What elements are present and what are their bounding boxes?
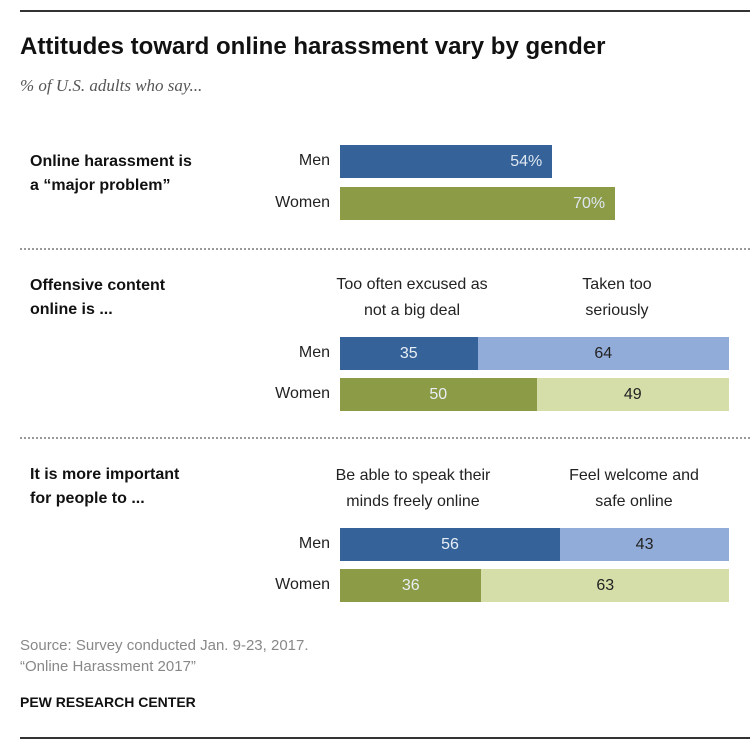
category-label: Women <box>275 194 330 211</box>
question-label: Online harassment is a “major problem” <box>30 153 192 194</box>
bar-segment: 64 <box>477 337 730 370</box>
category-label: Women <box>275 576 330 593</box>
series-header: Taken too seriously <box>582 276 652 319</box>
bar-segment: 63 <box>481 569 730 602</box>
bar-segment: 36 <box>340 569 482 602</box>
question-label: Offensive content online is ... <box>30 277 166 318</box>
series-header: Feel welcome and safe online <box>569 467 699 510</box>
series-header: Be able to speak their minds freely onlin… <box>335 467 491 510</box>
chart-title: Attitudes toward online harassment vary … <box>20 33 606 60</box>
bar-segment: 56 <box>340 528 561 561</box>
report-name: “Online Harassment 2017” <box>20 658 196 675</box>
bar-segment: 49 <box>536 378 730 411</box>
category-label: Women <box>275 385 330 402</box>
org-logo-text: PEW RESEARCH CENTER <box>20 694 196 710</box>
category-label: Men <box>298 152 330 169</box>
bar-segment: 35 <box>340 337 478 370</box>
bar-segment: 50 <box>340 378 537 411</box>
bar-segment: 43 <box>560 528 730 561</box>
series-header: Too often excused as not a big deal <box>336 276 488 319</box>
question-label: It is more important for people to ... <box>30 466 180 507</box>
bottom-rule <box>20 737 750 739</box>
divider <box>20 437 750 439</box>
chart-subtitle: % of U.S. adults who say... <box>20 76 203 95</box>
divider <box>20 248 750 250</box>
category-label: Men <box>298 344 330 361</box>
category-label: Men <box>298 535 330 552</box>
bar: 70% <box>340 187 616 220</box>
source-note: Source: Survey conducted Jan. 9-23, 2017… <box>20 637 309 654</box>
top-rule <box>20 10 750 12</box>
bar: 54% <box>340 145 553 178</box>
